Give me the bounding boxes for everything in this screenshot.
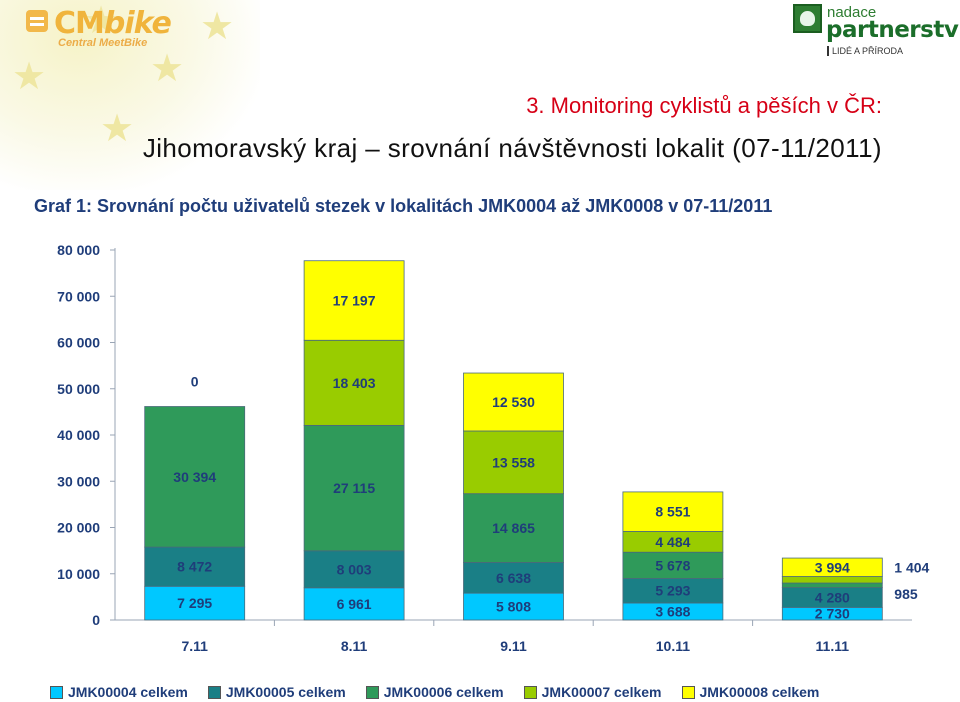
x-tick-label: 9.11: [500, 638, 527, 654]
y-tick-label: 0: [92, 612, 100, 628]
data-label: 2 730: [815, 606, 850, 622]
bar-segment: [463, 430, 564, 495]
star-icon: ★: [200, 6, 235, 48]
bar-segment: [303, 260, 405, 341]
y-tick-label: 80 000: [57, 242, 100, 258]
data-label: 27 115: [333, 480, 375, 496]
data-label: 4 484: [655, 534, 690, 550]
cmbike-logo-subtitle: Central MeetBike: [58, 37, 148, 49]
legend-item: JMK00008 celkem: [681, 684, 820, 700]
data-label: 3 994: [815, 559, 850, 575]
legend-swatch: [523, 685, 537, 699]
data-label: 18 403: [333, 375, 376, 391]
data-label: 3 688: [655, 603, 690, 619]
data-label: 6 961: [337, 596, 372, 612]
data-label: 5 808: [496, 599, 531, 615]
legend-label: JMK00006 celkem: [383, 684, 504, 700]
bar-segment: [463, 562, 564, 594]
data-label: 13 558: [492, 454, 535, 470]
x-tick-label: 7.11: [181, 638, 208, 654]
data-label: 30 394: [173, 469, 216, 485]
chart-title: Graf 1: Srovnání počtu uživatelů stezek …: [34, 196, 773, 216]
nadace-partnerstvi-logo: nadace partnerství LIDÉ A PŘÍRODA: [793, 2, 960, 60]
bar-segment: [463, 372, 564, 432]
slide-title-line1: 3. Monitoring cyklistů a pěších v ČR:: [526, 93, 882, 118]
legend-item: JMK00006 celkem: [365, 684, 504, 700]
legend-label: JMK00005 celkem: [225, 684, 346, 700]
partnerstvi-logo-tagline: LIDÉ A PŘÍRODA: [827, 46, 903, 56]
bar-segment: [463, 493, 564, 563]
legend-swatch: [207, 685, 221, 699]
legend-swatch: [681, 685, 695, 699]
y-tick-label: 50 000: [57, 381, 100, 397]
bar-segment: [303, 339, 405, 426]
data-label: 6 638: [496, 570, 531, 586]
cmbike-logo-mark: [26, 10, 48, 32]
y-tick-label: 60 000: [57, 335, 100, 351]
legend-item: JMK00004 celkem: [50, 684, 188, 700]
bar-segment: [303, 587, 405, 621]
y-tick-label: 30 000: [57, 473, 100, 489]
y-tick-label: 40 000: [57, 427, 100, 443]
star-icon: ★: [84, 0, 119, 42]
partnerstvi-logo-mark: [793, 4, 822, 33]
cmbike-logo: CMbike Central MeetBike: [26, 6, 172, 52]
data-label: 17 197: [333, 293, 376, 309]
bar-segment: [781, 576, 883, 584]
partnerstvi-logo-big: partnerství: [826, 17, 960, 43]
bar-segment: [303, 550, 405, 589]
data-label: 12 530: [492, 394, 535, 410]
legend-label: JMK00008 celkem: [699, 684, 820, 700]
data-label: 4 280: [815, 589, 850, 605]
y-tick-label: 70 000: [57, 288, 100, 304]
x-tick-label: 10.11: [656, 638, 690, 654]
y-tick-label: 10 000: [57, 566, 100, 582]
partnerstvi-logo-small: nadace: [827, 4, 877, 21]
cmbike-logo-main: CM: [54, 6, 105, 41]
legend-label: JMK00004 celkem: [68, 684, 188, 700]
bar-segment: [781, 582, 883, 588]
bar-segment: [144, 585, 246, 621]
slide-title-line2: Jihomoravský kraj – srovnání návštěvnost…: [142, 133, 882, 163]
legend-label: JMK00007 celkem: [541, 684, 662, 700]
bar-segment: [622, 578, 724, 604]
data-label: 8 472: [177, 559, 212, 575]
legend-swatch: [365, 685, 379, 699]
data-label: 0: [191, 374, 199, 390]
y-tick-label: 20 000: [57, 520, 100, 536]
legend-item: JMK00007 celkem: [523, 684, 662, 700]
cmbike-logo-italic: bike: [103, 6, 172, 41]
bar-segment: [622, 551, 724, 579]
star-icon: ★: [12, 56, 47, 98]
star-icon: ★: [150, 48, 185, 90]
bar-segment: [144, 406, 246, 548]
x-tick-label: 8.11: [341, 638, 368, 654]
x-tick-label: 11.11: [816, 638, 850, 654]
data-label: 8 551: [655, 504, 690, 520]
data-label: 5 678: [655, 557, 690, 573]
bar-segment: [781, 557, 883, 577]
data-label: 14 865: [492, 520, 535, 536]
star-icon: ★: [100, 108, 135, 150]
data-label: 5 293: [655, 583, 690, 599]
bar-segment: [622, 491, 724, 532]
data-label: 985: [894, 586, 918, 602]
legend-item: JMK00005 celkem: [207, 684, 346, 700]
data-label: 8 003: [337, 561, 372, 577]
chart-legend: JMK00004 celkem JMK00005 celkem JMK00006 c…: [50, 684, 819, 700]
data-label: 7 295: [177, 595, 212, 611]
data-label: 1 404: [894, 560, 929, 576]
legend-swatch: [50, 685, 63, 699]
